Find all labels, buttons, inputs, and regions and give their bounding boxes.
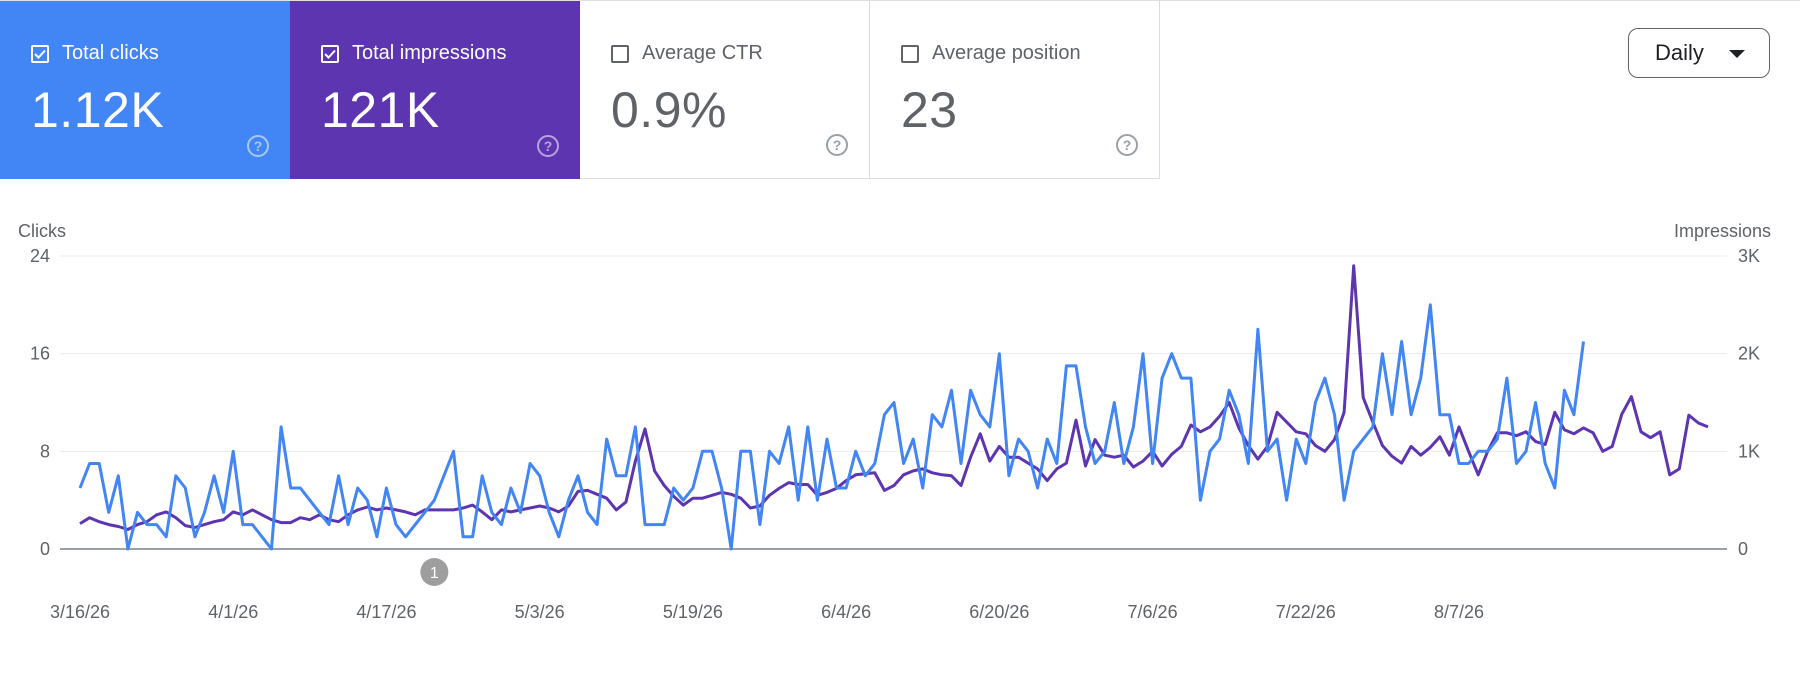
x-tick-label: 8/7/26	[1434, 602, 1484, 622]
right-tick-label: 3K	[1738, 246, 1760, 266]
help-circle-icon[interactable]: ?	[826, 134, 848, 156]
x-tick-label: 5/3/26	[515, 602, 565, 622]
granularity-dropdown[interactable]: Daily	[1628, 28, 1770, 78]
annotation-marker[interactable]: 1	[420, 558, 449, 586]
x-tick-label: 5/19/26	[663, 602, 723, 622]
metric-value: 0.9%	[611, 82, 727, 138]
x-axis-ticks: 3/16/26 4/1/26 4/17/26 5/3/26 5/19/26 6/4/26 6…	[50, 602, 1484, 622]
metric-value: 1.12K	[31, 82, 165, 138]
metric-card-total-impressions[interactable]: Total impressions 121K ?	[290, 1, 580, 179]
checkbox-checked-icon[interactable]	[31, 44, 49, 63]
metric-header: Average position	[901, 42, 1081, 65]
help-circle-icon[interactable]: ?	[247, 135, 269, 157]
metric-card-average-ctr[interactable]: Average CTR 0.9% ?	[580, 1, 870, 179]
metric-label: Total impressions	[352, 42, 507, 64]
metric-value: 23	[901, 82, 958, 138]
right-tick-label: 0	[1738, 539, 1748, 559]
arrow-drop-down-icon	[1729, 50, 1745, 58]
x-tick-label: 7/22/26	[1276, 602, 1336, 622]
metric-card-average-position[interactable]: Average position 23 ?	[870, 1, 1160, 179]
annotation-label: 1	[430, 565, 439, 582]
granularity-label: Daily	[1655, 40, 1704, 65]
right-axis-title: Impressions	[1674, 221, 1771, 241]
clicks-line	[78, 303, 1585, 551]
right-axis-ticks: 0 1K 2K 3K	[1738, 246, 1760, 559]
annotation-circle[interactable]	[420, 558, 449, 586]
right-tick-label: 1K	[1738, 441, 1760, 461]
x-tick-label: 4/1/26	[208, 602, 258, 622]
help-circle-icon[interactable]: ?	[537, 135, 559, 157]
metric-header: Total impressions	[321, 42, 507, 65]
x-tick-label: 6/4/26	[821, 602, 871, 622]
performance-chart: Clicks Impressions 0 8 16 24 0 1K 2K 3K 3/16/2…	[18, 221, 1771, 622]
checkbox-checked-icon[interactable]	[321, 44, 339, 63]
checkbox-unchecked-icon[interactable]	[611, 44, 629, 63]
left-tick-label: 0	[40, 539, 50, 559]
checkbox-unchecked-icon[interactable]	[901, 44, 919, 63]
right-tick-label: 2K	[1738, 344, 1760, 364]
metric-header: Total clicks	[31, 42, 159, 65]
help-circle-icon[interactable]: ?	[1116, 134, 1138, 156]
left-tick-label: 16	[30, 344, 50, 364]
impressions-line	[79, 264, 1709, 531]
metric-label: Average position	[932, 42, 1081, 64]
metric-value: 121K	[321, 82, 440, 138]
metric-card-total-clicks[interactable]: Total clicks 1.12K ?	[0, 1, 290, 179]
x-tick-label: 7/6/26	[1128, 602, 1178, 622]
left-tick-label: 8	[40, 441, 50, 461]
metric-cards: Total clicks 1.12K ? Total impressions 1…	[0, 1, 1160, 179]
x-tick-label: 6/20/26	[969, 602, 1029, 622]
metric-label: Average CTR	[642, 42, 763, 64]
metric-label: Total clicks	[62, 42, 159, 64]
left-axis-title: Clicks	[18, 221, 66, 241]
left-axis-ticks: 0 8 16 24	[30, 246, 50, 559]
chart-series	[78, 264, 1709, 551]
x-tick-label: 4/17/26	[356, 602, 416, 622]
metric-header: Average CTR	[611, 42, 763, 65]
left-tick-label: 24	[30, 246, 50, 266]
x-tick-label: 3/16/26	[50, 602, 110, 622]
